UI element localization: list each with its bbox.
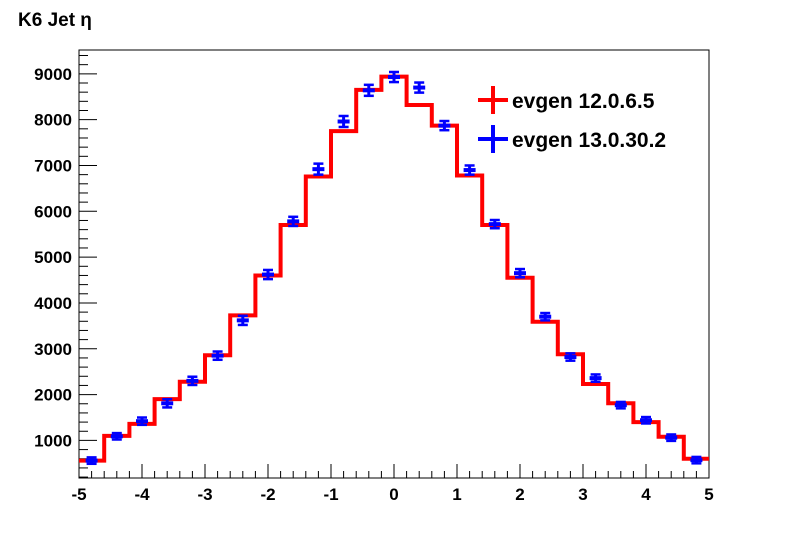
blue-data-point: [337, 114, 350, 129]
x-axis: -5 -4 -3 -2 -1 0 1 2 3 4 5: [71, 464, 714, 504]
blue-data-point: [211, 350, 224, 362]
plot-frame: [78, 49, 710, 479]
y-tick-label: 9000: [34, 65, 72, 84]
x-tick-label: 1: [452, 485, 461, 504]
blue-data-point: [488, 218, 501, 230]
x-tick-label: 3: [578, 485, 587, 504]
blue-data-point: [287, 215, 300, 228]
y-tick-label: 5000: [34, 248, 72, 267]
legend-entry: evgen 13.0.30.2: [478, 125, 666, 153]
blue-data-point: [362, 83, 375, 98]
y-tick-label: 7000: [34, 156, 72, 175]
blue-data-point: [665, 433, 678, 443]
blue-data-point: [539, 311, 552, 322]
x-tick-label: -5: [71, 485, 86, 504]
legend-entry: evgen 12.0.6.5: [478, 86, 655, 114]
legend: evgen 12.0.6.5 evgen 13.0.30.2: [478, 86, 666, 153]
x-tick-label: -2: [260, 485, 275, 504]
blue-data-point: [262, 268, 274, 281]
blue-data-point: [161, 397, 174, 409]
blue-data-point: [564, 352, 577, 362]
blue-data-point: [236, 314, 249, 327]
y-tick-label: 3000: [34, 340, 72, 359]
x-tick-label: 5: [704, 485, 713, 504]
blue-data-point: [463, 164, 476, 176]
blue-data-point: [186, 375, 199, 387]
blue-data-point: [640, 415, 652, 425]
blue-data-point: [589, 373, 602, 384]
blue-data-point: [388, 70, 400, 84]
y-tick-label: 4000: [34, 294, 72, 313]
y-tick-label: 2000: [34, 386, 72, 405]
x-tick-label: -3: [197, 485, 212, 504]
x-tick-label: -4: [134, 485, 150, 504]
blue-data-point: [514, 267, 526, 279]
x-tick-label: 2: [515, 485, 524, 504]
x-tick-label: 0: [389, 485, 398, 504]
blue-data-point: [690, 455, 703, 465]
x-tick-label: -1: [323, 485, 338, 504]
blue-data-point: [110, 431, 123, 441]
y-axis: 1000 2000 3000 4000 5000 6000 7000 8000 9000: [34, 54, 97, 478]
blue-data-point: [413, 81, 426, 94]
y-tick-label: 1000: [34, 431, 72, 450]
blue-data-point: [312, 162, 325, 176]
legend-label: evgen 12.0.6.5: [512, 90, 655, 113]
y-tick-label: 6000: [34, 202, 72, 221]
blue-data-point: [85, 456, 98, 466]
legend-label: evgen 13.0.30.2: [512, 129, 666, 152]
blue-data-point: [614, 400, 627, 410]
series-evgen-13-0-30-2: [85, 70, 703, 466]
chart-title: K6 Jet η: [18, 10, 92, 31]
y-tick-label: 8000: [34, 111, 72, 130]
x-tick-label: 4: [641, 485, 651, 504]
blue-data-point: [136, 416, 148, 427]
blue-data-point: [438, 119, 451, 132]
